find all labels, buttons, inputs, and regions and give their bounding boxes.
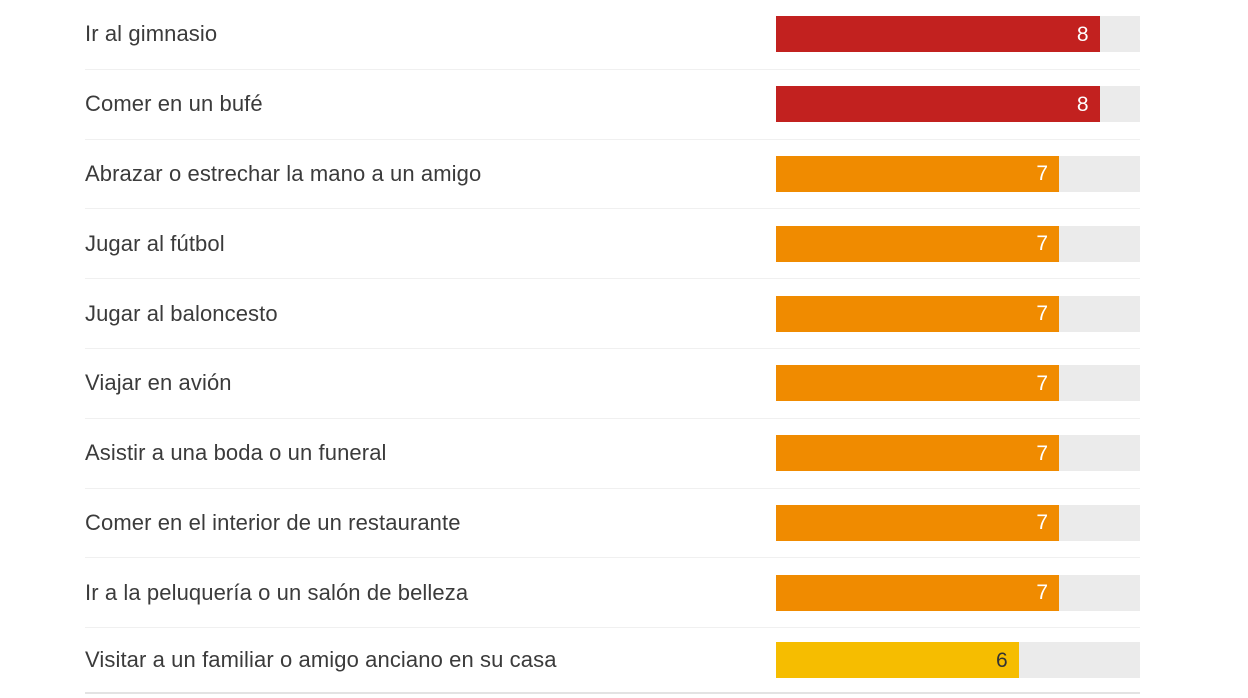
bar-fill: 8	[776, 16, 1100, 53]
bar-fill: 8	[776, 86, 1100, 123]
bar-track: 7	[776, 225, 1140, 262]
bar-row: Ir al gimnasio 8	[85, 0, 1140, 70]
row-label: Comer en un bufé	[85, 91, 263, 117]
bar-fill: 7	[776, 365, 1060, 402]
bar-fill: 7	[776, 295, 1060, 332]
bar-value-label: 8	[1076, 92, 1089, 116]
bar-value-label: 7	[1036, 371, 1049, 395]
row-label: Jugar al fútbol	[85, 230, 225, 256]
bar-value-label: 7	[1036, 511, 1049, 535]
bar-track: 6	[776, 642, 1140, 679]
bar-row: Viajar en avión 7	[85, 349, 1140, 419]
bar-track: 7	[776, 435, 1140, 472]
bar-fill: 6	[776, 642, 1019, 679]
bar-value-label: 7	[1036, 162, 1049, 186]
bar-rows-container: Ir al gimnasio 8 Comer en un bufé 8 Abra…	[85, 0, 1140, 695]
bar-value-label: 7	[1036, 441, 1049, 465]
bar-row: Visitar a un familiar o amigo anciano en…	[85, 628, 1140, 695]
bar-row: Comer en un bufé 8	[85, 70, 1140, 140]
bar-row: Jugar al fútbol 7	[85, 209, 1140, 280]
bar-fill: 7	[776, 504, 1060, 541]
bar-row: Ir a la peluquería o un salón de belleza…	[85, 558, 1140, 629]
bar-value-label: 6	[995, 648, 1008, 672]
bar-track: 8	[776, 86, 1140, 123]
bar-fill: 7	[776, 225, 1060, 262]
bar-value-label: 7	[1036, 581, 1049, 605]
bar-track: 7	[776, 365, 1140, 402]
bar-row: Asistir a una boda o un funeral 7	[85, 419, 1140, 489]
row-label: Comer en el interior de un restaurante	[85, 509, 461, 535]
bar-track: 8	[776, 16, 1140, 53]
row-label: Viajar en avión	[85, 370, 232, 396]
bar-value-label: 7	[1036, 302, 1049, 326]
bar-row: Abrazar o estrechar la mano a un amigo 7	[85, 140, 1140, 210]
bar-track: 7	[776, 155, 1140, 192]
bar-fill: 7	[776, 435, 1060, 472]
bar-fill: 7	[776, 574, 1060, 611]
bar-fill: 7	[776, 155, 1060, 192]
bar-track: 7	[776, 504, 1140, 541]
row-label: Ir a la peluquería o un salón de belleza	[85, 579, 469, 605]
row-label: Abrazar o estrechar la mano a un amigo	[85, 160, 482, 186]
bar-row: Jugar al baloncesto 7	[85, 279, 1140, 349]
row-label: Visitar a un familiar o amigo anciano en…	[85, 647, 557, 673]
bar-row: Comer en el interior de un restaurante 7	[85, 489, 1140, 559]
row-label: Jugar al baloncesto	[85, 300, 278, 326]
bar-value-label: 7	[1036, 232, 1049, 256]
row-label: Asistir a una boda o un funeral	[85, 440, 387, 466]
bar-track: 7	[776, 295, 1140, 332]
bar-value-label: 8	[1076, 22, 1089, 46]
bar-track: 7	[776, 574, 1140, 611]
row-label: Ir al gimnasio	[85, 21, 218, 47]
